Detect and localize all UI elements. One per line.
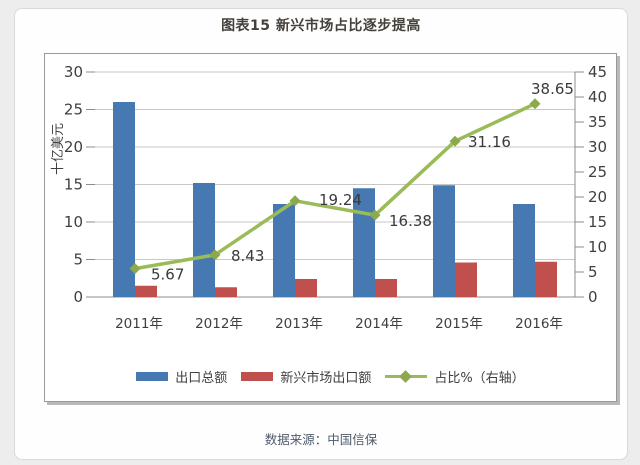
legend-label-share-line: 占比%（右轴） <box>434 370 525 386</box>
article-card: 图表15 新兴市场占比逐步提高 0 5 10 15 20 25 30 0 5 10 15 20 25 30… <box>14 8 628 460</box>
left-axis-title: 十亿美元 <box>51 123 66 175</box>
legend-label-emerging-exports: 新兴市场出口额 <box>280 370 372 386</box>
bar-total-exports <box>113 102 135 297</box>
legend-item-share-line: 占比%（右轴） <box>385 367 525 386</box>
legend-item-emerging-exports: 新兴市场出口额 <box>241 367 371 386</box>
x-axis-label: 2014年 <box>355 316 403 332</box>
right-tick-label: 35 <box>588 113 607 131</box>
right-tick-label: 40 <box>588 88 607 106</box>
bar-total-exports <box>433 185 455 297</box>
line-data-label: 31.16 <box>468 133 511 151</box>
right-tick-label: 20 <box>588 188 607 206</box>
chart-title: 图表15 新兴市场占比逐步提高 <box>221 18 421 34</box>
line-data-label: 8.43 <box>231 247 264 265</box>
legend-swatch-emerging-exports-icon <box>241 371 274 381</box>
bar-emerging-exports <box>375 279 397 297</box>
bar-emerging-exports <box>215 287 237 297</box>
right-tick-label: 45 <box>588 63 607 81</box>
x-axis-label: 2013年 <box>275 316 323 332</box>
legend-swatch-total-exports-icon <box>136 371 169 381</box>
right-tick-label: 25 <box>588 163 607 181</box>
left-tick-label: 5 <box>73 251 83 269</box>
x-axis-label: 2015年 <box>435 316 483 332</box>
diamond-marker <box>449 135 461 147</box>
left-tick-label: 10 <box>64 213 83 231</box>
bar-series <box>113 102 557 297</box>
x-axis-label: 2011年 <box>115 316 163 332</box>
bar-total-exports <box>513 204 535 297</box>
left-tick-label: 20 <box>64 138 83 156</box>
share-line <box>134 102 536 271</box>
right-tick-label: 30 <box>588 138 607 156</box>
x-axis-labels: 2011年 2012年 2013年 2014年 2015年 2016年 <box>115 316 563 332</box>
line-data-label: 16.38 <box>389 212 432 230</box>
line-data-label: 38.65 <box>531 80 574 98</box>
line-data-label: 5.67 <box>151 266 184 284</box>
diamond-marker <box>129 263 141 275</box>
right-tick-label: 15 <box>588 213 607 231</box>
chart-legend: 出口总额 新兴市场出口额 占比%（右轴） <box>45 354 616 398</box>
gridlines <box>95 71 575 260</box>
diamond-marker <box>289 195 301 207</box>
x-axis-label: 2016年 <box>515 316 563 332</box>
bar-emerging-exports <box>535 261 557 297</box>
right-tick-label: 0 <box>588 288 598 306</box>
left-tick-label: 30 <box>64 63 83 81</box>
diamond-marker <box>209 249 221 261</box>
source-caption: 数据来源：中国信保 <box>264 432 378 447</box>
line-data-label: 19.24 <box>319 191 362 209</box>
diamond-marker <box>529 98 541 110</box>
left-tick-label: 25 <box>64 101 83 119</box>
bar-total-exports <box>193 183 215 297</box>
bar-emerging-exports <box>135 285 157 297</box>
left-tick-label: 15 <box>64 176 83 194</box>
legend-item-total-exports: 出口总额 <box>136 367 227 386</box>
right-tick-label: 10 <box>588 238 607 256</box>
chart-canvas: 0 5 10 15 20 25 30 0 5 10 15 20 25 30 35 40 45 十亿美元 5.67 8.… <box>51 63 607 332</box>
right-tick-label: 5 <box>588 263 598 281</box>
x-axis-label: 2012年 <box>195 316 243 332</box>
diamond-marker <box>369 209 381 221</box>
axis-ticks: 0 5 10 15 20 25 30 0 5 10 15 20 25 30 35 40 45 <box>64 63 607 306</box>
bar-emerging-exports <box>455 262 477 297</box>
left-tick-label: 0 <box>73 288 83 306</box>
bar-emerging-exports <box>295 279 317 297</box>
bar-total-exports <box>273 204 295 297</box>
line-series: 5.67 8.43 19.24 16.38 31.16 38.65 <box>129 80 574 284</box>
legend-label-total-exports: 出口总额 <box>175 370 228 386</box>
chart-frame: 0 5 10 15 20 25 30 0 5 10 15 20 25 30 35 40 45 十亿美元 5.67 8.… <box>44 53 617 402</box>
legend-swatch-share-line-icon <box>385 369 428 383</box>
